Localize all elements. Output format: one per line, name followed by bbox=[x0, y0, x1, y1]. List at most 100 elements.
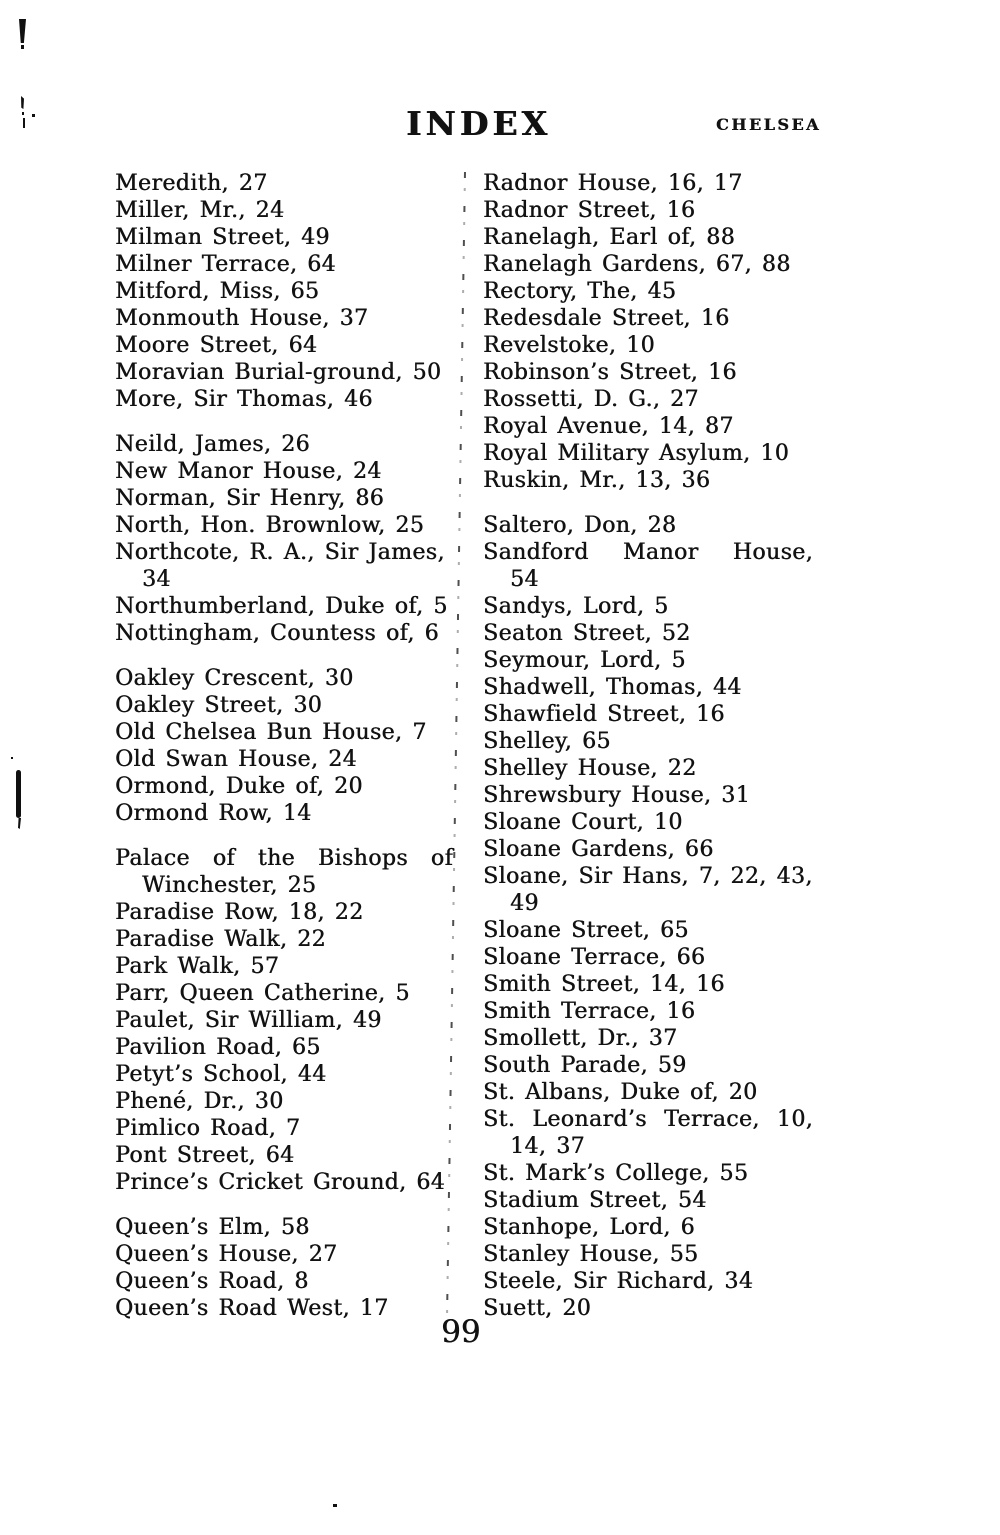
ink-mark bbox=[333, 1504, 337, 1507]
index-entry: Northcote, R. A., Sir James, bbox=[115, 540, 445, 565]
page-title: INDEX bbox=[406, 104, 551, 143]
index-entry: More, Sir Thomas, 46 bbox=[115, 387, 373, 412]
index-entry bbox=[483, 494, 813, 512]
index-entry bbox=[115, 827, 453, 845]
index-entry bbox=[115, 647, 453, 665]
index-entry: Miller, Mr., 24 bbox=[115, 198, 285, 223]
index-entry: Pont Street, 64 bbox=[115, 1143, 295, 1168]
index-entry: Monmouth House, 37 bbox=[115, 306, 369, 331]
index-entry: Stanley House, 55 bbox=[483, 1242, 699, 1267]
index-entry: Radnor House, 16, 17 bbox=[483, 171, 743, 196]
index-entry: Queen’s Road West, 17 bbox=[115, 1296, 389, 1321]
index-entry: Sloane, Sir Hans, 7, 22, 43, bbox=[483, 864, 813, 889]
index-entry: Meredith, 27 bbox=[115, 171, 268, 196]
index-entry: Sandford Manor House, bbox=[483, 540, 813, 565]
index-entry: Queen’s House, 27 bbox=[115, 1242, 338, 1267]
index-entry: 34 bbox=[142, 567, 171, 592]
index-entry: South Parade, 59 bbox=[483, 1053, 687, 1078]
index-entry: Oakley Crescent, 30 bbox=[115, 666, 354, 691]
index-entry: Ranelagh Gardens, 67, 88 bbox=[483, 252, 791, 277]
index-entry: Steele, Sir Richard, 34 bbox=[483, 1269, 754, 1294]
index-entry: Stadium Street, 54 bbox=[483, 1188, 707, 1213]
index-entry: Shawfield Street, 16 bbox=[483, 702, 725, 727]
index-entry: Oakley Street, 30 bbox=[115, 693, 323, 718]
index-entry: Norman, Sir Henry, 86 bbox=[115, 486, 385, 511]
index-entry: Paradise Row, 18, 22 bbox=[115, 900, 364, 925]
index-entry: Neild, James, 26 bbox=[115, 432, 310, 457]
index-entry: 54 bbox=[510, 567, 539, 592]
index-entry: Pimlico Road, 7 bbox=[115, 1116, 301, 1141]
index-entry: Stanhope, Lord, 6 bbox=[483, 1215, 695, 1240]
ink-mark bbox=[22, 112, 24, 115]
ink-mark bbox=[21, 96, 24, 109]
index-entry: Milner Terrace, 64 bbox=[115, 252, 336, 277]
index-entry: Seymour, Lord, 5 bbox=[483, 648, 686, 673]
index-entry: Ranelagh, Earl of, 88 bbox=[483, 225, 735, 250]
ink-smudge bbox=[19, 19, 26, 43]
index-entry: Shrewsbury House, 31 bbox=[483, 783, 750, 808]
index-entry: Saltero, Don, 28 bbox=[483, 513, 677, 538]
index-entry: St. Leonard’s Terrace, 10, bbox=[483, 1107, 813, 1132]
index-entry: Prince’s Cricket Ground, 64 bbox=[115, 1170, 446, 1195]
index-entry: Palace of the Bishops of bbox=[115, 846, 453, 871]
page-number: 99 bbox=[441, 1314, 481, 1350]
index-entry: Moravian Burial-ground, 50 bbox=[115, 360, 442, 385]
index-entry: Smollett, Dr., 37 bbox=[483, 1026, 678, 1051]
index-entry: Shelley, 65 bbox=[483, 729, 611, 754]
index-entry: Old Chelsea Bun House, 7 bbox=[115, 720, 427, 745]
ink-smudge bbox=[16, 770, 21, 818]
index-entry: Moore Street, 64 bbox=[115, 333, 318, 358]
index-entry: Park Walk, 57 bbox=[115, 954, 280, 979]
index-entry: Suett, 20 bbox=[483, 1296, 592, 1321]
running-head: CHELSEA bbox=[716, 115, 821, 134]
index-entry: Mitford, Miss, 65 bbox=[115, 279, 320, 304]
index-entry: Winchester, 25 bbox=[142, 873, 317, 898]
index-entry: Ruskin, Mr., 13, 36 bbox=[483, 468, 711, 493]
index-entry: Queen’s Elm, 58 bbox=[115, 1215, 310, 1240]
index-entry: Sloane Court, 10 bbox=[483, 810, 683, 835]
index-entry: Nottingham, Countess of, 6 bbox=[115, 621, 439, 646]
index-entry: Paulet, Sir William, 49 bbox=[115, 1008, 382, 1033]
index-entry: Revelstoke, 10 bbox=[483, 333, 655, 358]
index-entry: Rossetti, D. G., 27 bbox=[483, 387, 699, 412]
index-entry: North, Hon. Brownlow, 25 bbox=[115, 513, 425, 538]
ink-mark bbox=[11, 757, 13, 759]
index-entry: Queen’s Road, 8 bbox=[115, 1269, 309, 1294]
index-entry: New Manor House, 24 bbox=[115, 459, 382, 484]
index-entry: Royal Avenue, 14, 87 bbox=[483, 414, 734, 439]
index-entry: St. Mark’s College, 55 bbox=[483, 1161, 749, 1186]
index-entry: Radnor Street, 16 bbox=[483, 198, 696, 223]
index-entry: Redesdale Street, 16 bbox=[483, 306, 730, 331]
index-entry: Pavilion Road, 65 bbox=[115, 1035, 321, 1060]
index-entry: Phené, Dr., 30 bbox=[115, 1089, 284, 1114]
index-entry: Sloane Terrace, 66 bbox=[483, 945, 706, 970]
index-entry: Robinson’s Street, 16 bbox=[483, 360, 737, 385]
index-entry: Smith Street, 14, 16 bbox=[483, 972, 725, 997]
index-entry: Ormond, Duke of, 20 bbox=[115, 774, 363, 799]
index-entry: 14, 37 bbox=[510, 1134, 585, 1159]
index-entry: Northumberland, Duke of, 5 bbox=[115, 594, 448, 619]
index-entry: Paradise Walk, 22 bbox=[115, 927, 326, 952]
index-entry: Rectory, The, 45 bbox=[483, 279, 677, 304]
index-entry: Parr, Queen Catherine, 5 bbox=[115, 981, 410, 1006]
index-entry: Shadwell, Thomas, 44 bbox=[483, 675, 742, 700]
index-entry: Smith Terrace, 16 bbox=[483, 999, 696, 1024]
index-entry: Petyt’s School, 44 bbox=[115, 1062, 327, 1087]
index-entry bbox=[115, 1196, 453, 1214]
ink-smudge bbox=[21, 45, 24, 49]
index-entry bbox=[115, 413, 453, 431]
index-entry: Shelley House, 22 bbox=[483, 756, 697, 781]
ink-mark bbox=[32, 114, 35, 117]
index-entry: St. Albans, Duke of, 20 bbox=[483, 1080, 758, 1105]
index-entry: 49 bbox=[510, 891, 539, 916]
index-column-left: Meredith, 27 Miller, Mr., 24 Milman Street… bbox=[115, 170, 453, 1322]
index-entry: Sloane Gardens, 66 bbox=[483, 837, 714, 862]
index-entry: Royal Military Asylum, 10 bbox=[483, 441, 790, 466]
ink-mark bbox=[18, 818, 21, 829]
index-entry: Ormond Row, 14 bbox=[115, 801, 312, 826]
ink-mark bbox=[23, 118, 25, 128]
index-entry: Sandys, Lord, 5 bbox=[483, 594, 669, 619]
index-entry: Old Swan House, 24 bbox=[115, 747, 357, 772]
index-entry: Sloane Street, 65 bbox=[483, 918, 689, 943]
